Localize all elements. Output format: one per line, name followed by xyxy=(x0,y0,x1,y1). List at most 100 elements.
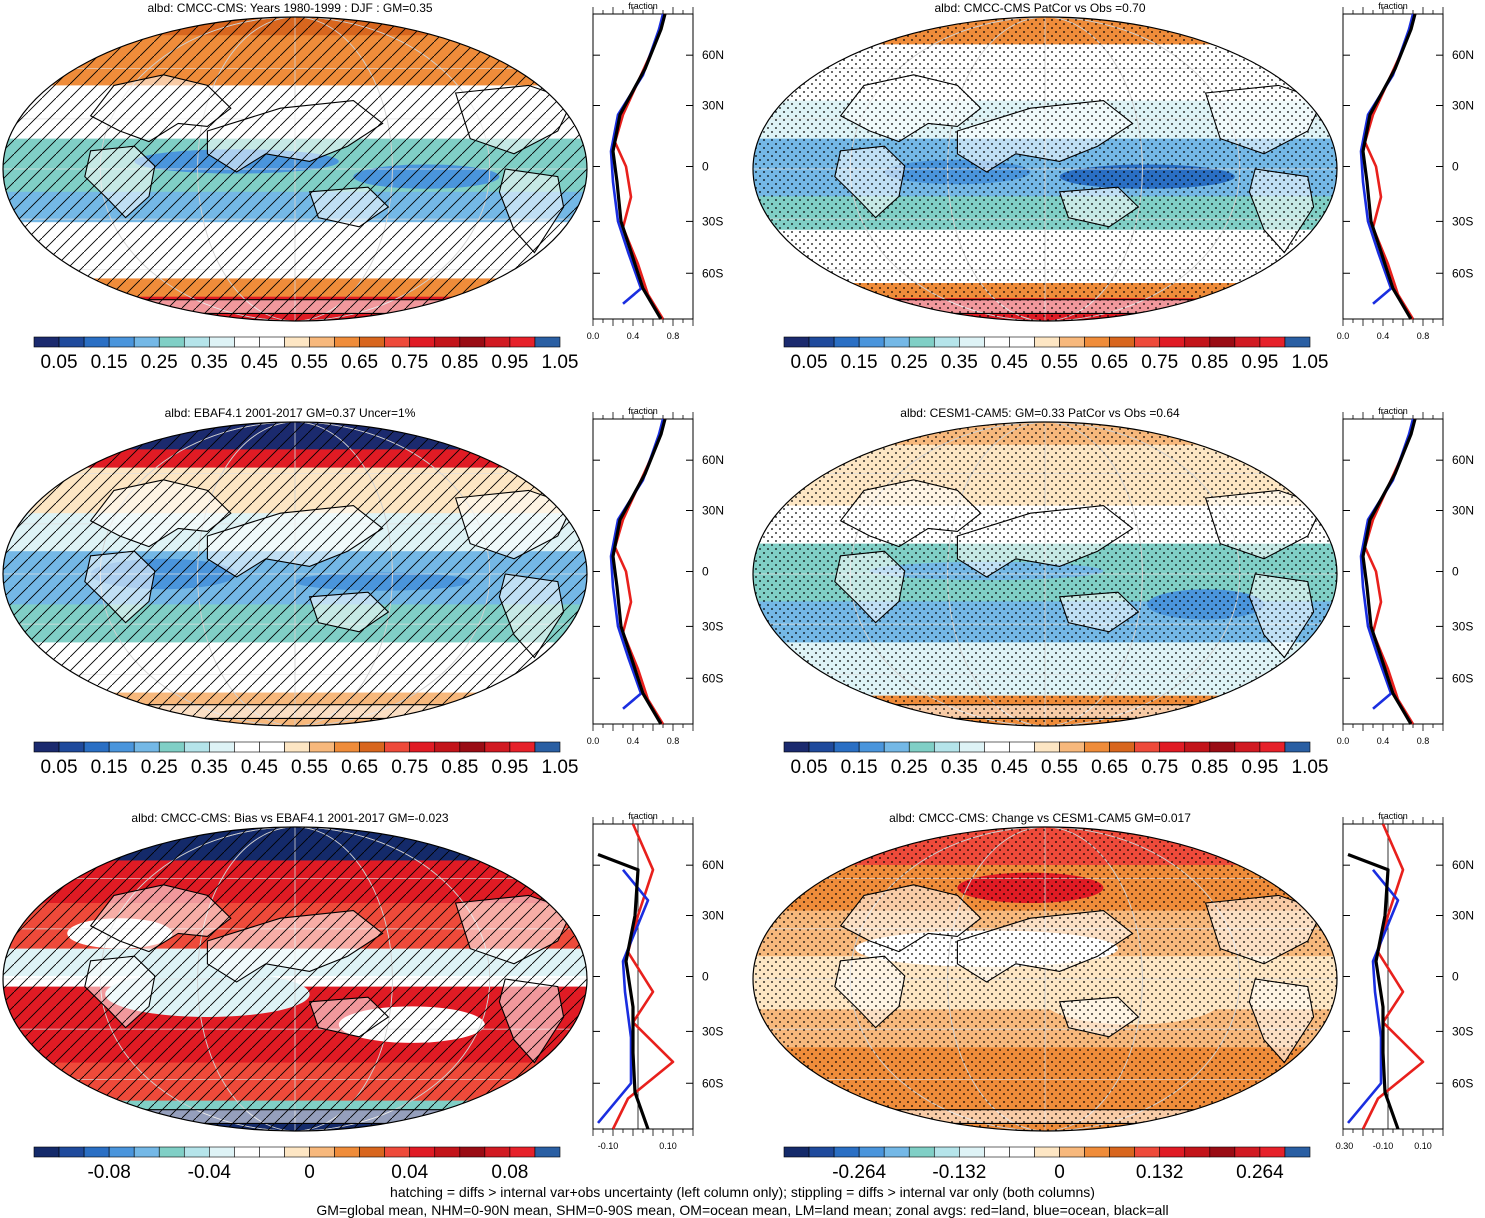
zonal-xtick: 0.4 xyxy=(627,736,640,746)
colorbar-swatch xyxy=(509,1146,536,1158)
colorbar-swatch xyxy=(459,741,486,753)
zonal-ytick: 60S xyxy=(1452,671,1473,685)
zonal-ytick: 30S xyxy=(1452,214,1473,228)
colorbar-swatch xyxy=(509,741,536,753)
zonal-ytick: 60N xyxy=(702,453,724,467)
map-panel: albd: CMCC-CMS: Years 1980-1999 : DJF : … xyxy=(0,0,742,405)
colorbar-label: 0.75 xyxy=(1141,352,1179,373)
colorbar-swatch xyxy=(83,741,110,753)
colorbar-swatch xyxy=(1059,336,1085,348)
colorbar-swatch xyxy=(459,336,486,348)
colorbar-swatch xyxy=(1209,741,1236,753)
colorbar-label: 1.05 xyxy=(1291,757,1329,778)
zonal-ytick: 30N xyxy=(702,99,724,113)
zonal-ytick: 30S xyxy=(1452,1024,1473,1038)
colorbar-label: -0.264 xyxy=(832,1162,887,1183)
colorbar-swatch xyxy=(158,741,185,753)
zonal-header: fraction xyxy=(1378,811,1408,821)
colorbar-swatch xyxy=(1284,336,1311,348)
zonal-ytick: 60S xyxy=(702,1076,723,1090)
map-border xyxy=(752,16,1338,322)
zonal-ytick: 30N xyxy=(702,909,724,923)
colorbar-swatch xyxy=(359,336,385,348)
hatching-overlay xyxy=(3,422,587,726)
colorbar-swatch xyxy=(234,1146,260,1158)
colorbar-swatch xyxy=(108,741,135,753)
panel-title: albd: CMCC-CMS: Bias vs EBAF4.1 2001-201… xyxy=(131,811,449,825)
colorbar-swatch xyxy=(133,741,160,753)
colorbar-label: 0.75 xyxy=(391,352,429,373)
map-panel: albd: CMCC-CMS: Bias vs EBAF4.1 2001-201… xyxy=(0,810,742,1215)
colorbar-label: 0.35 xyxy=(940,757,978,778)
colorbar-swatch xyxy=(1184,1146,1211,1158)
zonal-ytick: 60N xyxy=(702,48,724,62)
colorbar-swatch xyxy=(1109,336,1135,348)
panel-title: albd: CMCC-CMS PatCor vs Obs =0.70 xyxy=(934,1,1146,15)
zonal-header: fraction xyxy=(1378,1,1408,11)
colorbar-swatch xyxy=(833,1146,860,1158)
colorbar-swatch xyxy=(1284,741,1311,753)
zonal-average-plot: fraction 60N 30N 0 30S 60S 0.0 0.4 0.8 xyxy=(1337,1,1474,341)
colorbar-label: 0.25 xyxy=(890,352,928,373)
colorbar-label: 0.05 xyxy=(40,757,78,778)
colorbar-label: 0.45 xyxy=(240,757,278,778)
map-border xyxy=(2,421,588,727)
colorbar-swatch xyxy=(409,336,436,348)
colorbar-swatch xyxy=(1259,336,1286,348)
zonal-line-all xyxy=(1361,13,1417,320)
zonal-xtick: 0.8 xyxy=(1417,736,1430,746)
colorbar-swatch xyxy=(384,336,411,348)
colorbar-swatch xyxy=(33,741,60,753)
panel-title: albd: CMCC-CMS: Change vs CESM1-CAM5 GM=… xyxy=(889,811,1191,825)
colorbar-label: 0.132 xyxy=(1135,1162,1184,1183)
colorbar-label: 0.65 xyxy=(341,757,379,778)
map-robinson xyxy=(2,826,588,1132)
zonal-header: fraction xyxy=(1378,406,1408,416)
colorbar-swatch xyxy=(1009,741,1035,753)
colorbar-label: 0.08 xyxy=(491,1162,529,1183)
colorbar-swatch xyxy=(158,336,185,348)
zonal-ytick: 30S xyxy=(702,214,723,228)
map-robinson xyxy=(752,421,1338,727)
colorbar-swatch xyxy=(783,1146,810,1158)
colorbar-swatch xyxy=(1234,741,1261,753)
zonal-ytick: 60N xyxy=(1452,858,1474,872)
panel-title: albd: EBAF4.1 2001-2017 GM=0.37 Uncer=1% xyxy=(164,406,416,420)
colorbar-swatch xyxy=(1234,1146,1261,1158)
colorbar-label: 0.85 xyxy=(441,757,479,778)
colorbar-swatch xyxy=(183,336,210,348)
zonal-ytick: 0 xyxy=(1452,565,1459,579)
colorbar-swatch xyxy=(33,336,60,348)
colorbar-swatch xyxy=(334,1146,360,1158)
colorbar-label: 0.45 xyxy=(240,352,278,373)
colorbar-swatch xyxy=(384,741,411,753)
zonal-xtick: 0.8 xyxy=(1417,331,1430,341)
colorbar-swatch xyxy=(484,336,511,348)
colorbar-swatch xyxy=(1034,336,1060,348)
colorbar-swatch xyxy=(183,1146,210,1158)
zonal-line-all xyxy=(611,418,667,725)
colorbar-label: 0.25 xyxy=(140,352,178,373)
colorbar xyxy=(783,1146,1311,1158)
colorbar-label: 1.05 xyxy=(1291,352,1329,373)
colorbar-label: 0.45 xyxy=(990,757,1028,778)
colorbar-swatch xyxy=(1184,741,1211,753)
zonal-ytick: 60N xyxy=(702,858,724,872)
colorbar-swatch xyxy=(808,336,835,348)
hatching-overlay xyxy=(3,827,587,1131)
map-panel: albd: CESM1-CAM5: GM=0.33 PatCor vs Obs … xyxy=(750,405,1485,810)
zonal-average-plot: fraction 60N 30N 0 30S 60S 0.0 0.4 0.8 xyxy=(587,1,724,341)
colorbar-label: 0.05 xyxy=(790,757,828,778)
colorbar-swatch xyxy=(434,741,461,753)
zonal-ytick: 30N xyxy=(1452,504,1474,518)
colorbar-swatch xyxy=(1134,1146,1161,1158)
colorbar-swatch xyxy=(1134,336,1161,348)
colorbar-swatch xyxy=(1159,1146,1186,1158)
zonal-ytick: 0 xyxy=(1452,160,1459,174)
zonal-xtick: 0.0 xyxy=(1337,736,1350,746)
stippling-overlay xyxy=(753,827,1337,1131)
zonal-xtick: -0.10 xyxy=(598,1141,619,1151)
zonal-xtick: 0.4 xyxy=(1377,736,1390,746)
colorbar-swatch xyxy=(1184,336,1211,348)
colorbar-swatch xyxy=(1059,741,1085,753)
